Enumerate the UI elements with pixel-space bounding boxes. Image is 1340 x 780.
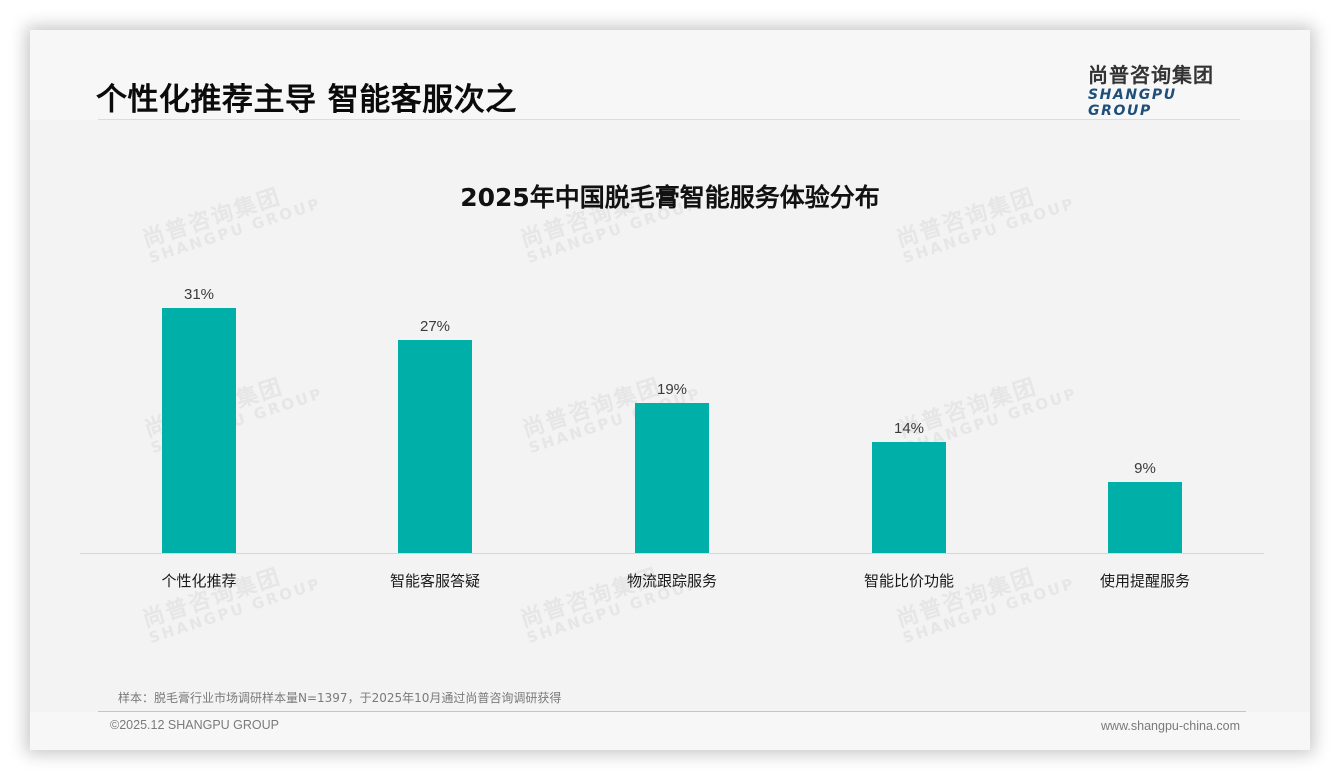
x-axis-category-label: 使用提醒服务 <box>1099 572 1190 590</box>
page-title: 个性化推荐主导 智能客服次之 <box>96 82 517 118</box>
x-axis-category-label: 物流跟踪服务 <box>626 572 717 590</box>
footer-divider <box>98 711 1246 712</box>
x-axis-category-label: 个性化推荐 <box>161 572 237 590</box>
watermark: 尚普咨询集团 SHANGPU GROUP <box>139 564 324 648</box>
bar-1 <box>398 340 472 553</box>
source-note: 样本：脱毛膏行业市场调研样本量N=1397，于2025年10月通过尚普咨询调研获… <box>118 691 562 705</box>
bar-2 <box>635 403 709 553</box>
bar-value-label: 31% <box>183 286 215 303</box>
bar-0 <box>162 308 236 553</box>
logo-en-text: SHANGPU GROUP <box>1088 87 1177 119</box>
watermark: 尚普咨询集团 SHANGPU GROUP <box>517 564 702 648</box>
x-axis-category-label: 智能比价功能 <box>863 572 954 590</box>
header-band <box>30 30 1310 120</box>
company-logo: 尚普咨询集团 SHANGPU GROUP <box>1088 63 1240 119</box>
slide: 个性化推荐主导 智能客服次之 尚普咨询集团 SHANGPU GROUP 尚普咨询… <box>30 30 1310 750</box>
website-link[interactable]: www.shangpu-china.com <box>1101 719 1240 733</box>
x-axis-category-label: 智能客服答疑 <box>389 572 480 590</box>
bar-4 <box>1108 482 1182 553</box>
bar-value-label: 9% <box>1134 460 1156 477</box>
logo-cn-text: 尚普咨询集团 <box>1088 63 1214 87</box>
bar-value-label: 27% <box>419 318 451 335</box>
title-divider <box>98 119 1240 120</box>
bar-chart-plot-area: 31% 27% 19% 14% 9% <box>80 260 1264 554</box>
footer-band <box>30 712 1310 750</box>
bar-3 <box>872 442 946 553</box>
chart-title: 2025年中国脱毛膏智能服务体验分布 <box>460 183 880 212</box>
watermark: 尚普咨询集团 SHANGPU GROUP <box>893 564 1078 648</box>
x-axis-line <box>80 553 1264 554</box>
bar-value-label: 19% <box>656 381 688 398</box>
copyright-text: ©2025.12 SHANGPU GROUP <box>110 718 279 732</box>
bar-value-label: 14% <box>893 420 925 437</box>
